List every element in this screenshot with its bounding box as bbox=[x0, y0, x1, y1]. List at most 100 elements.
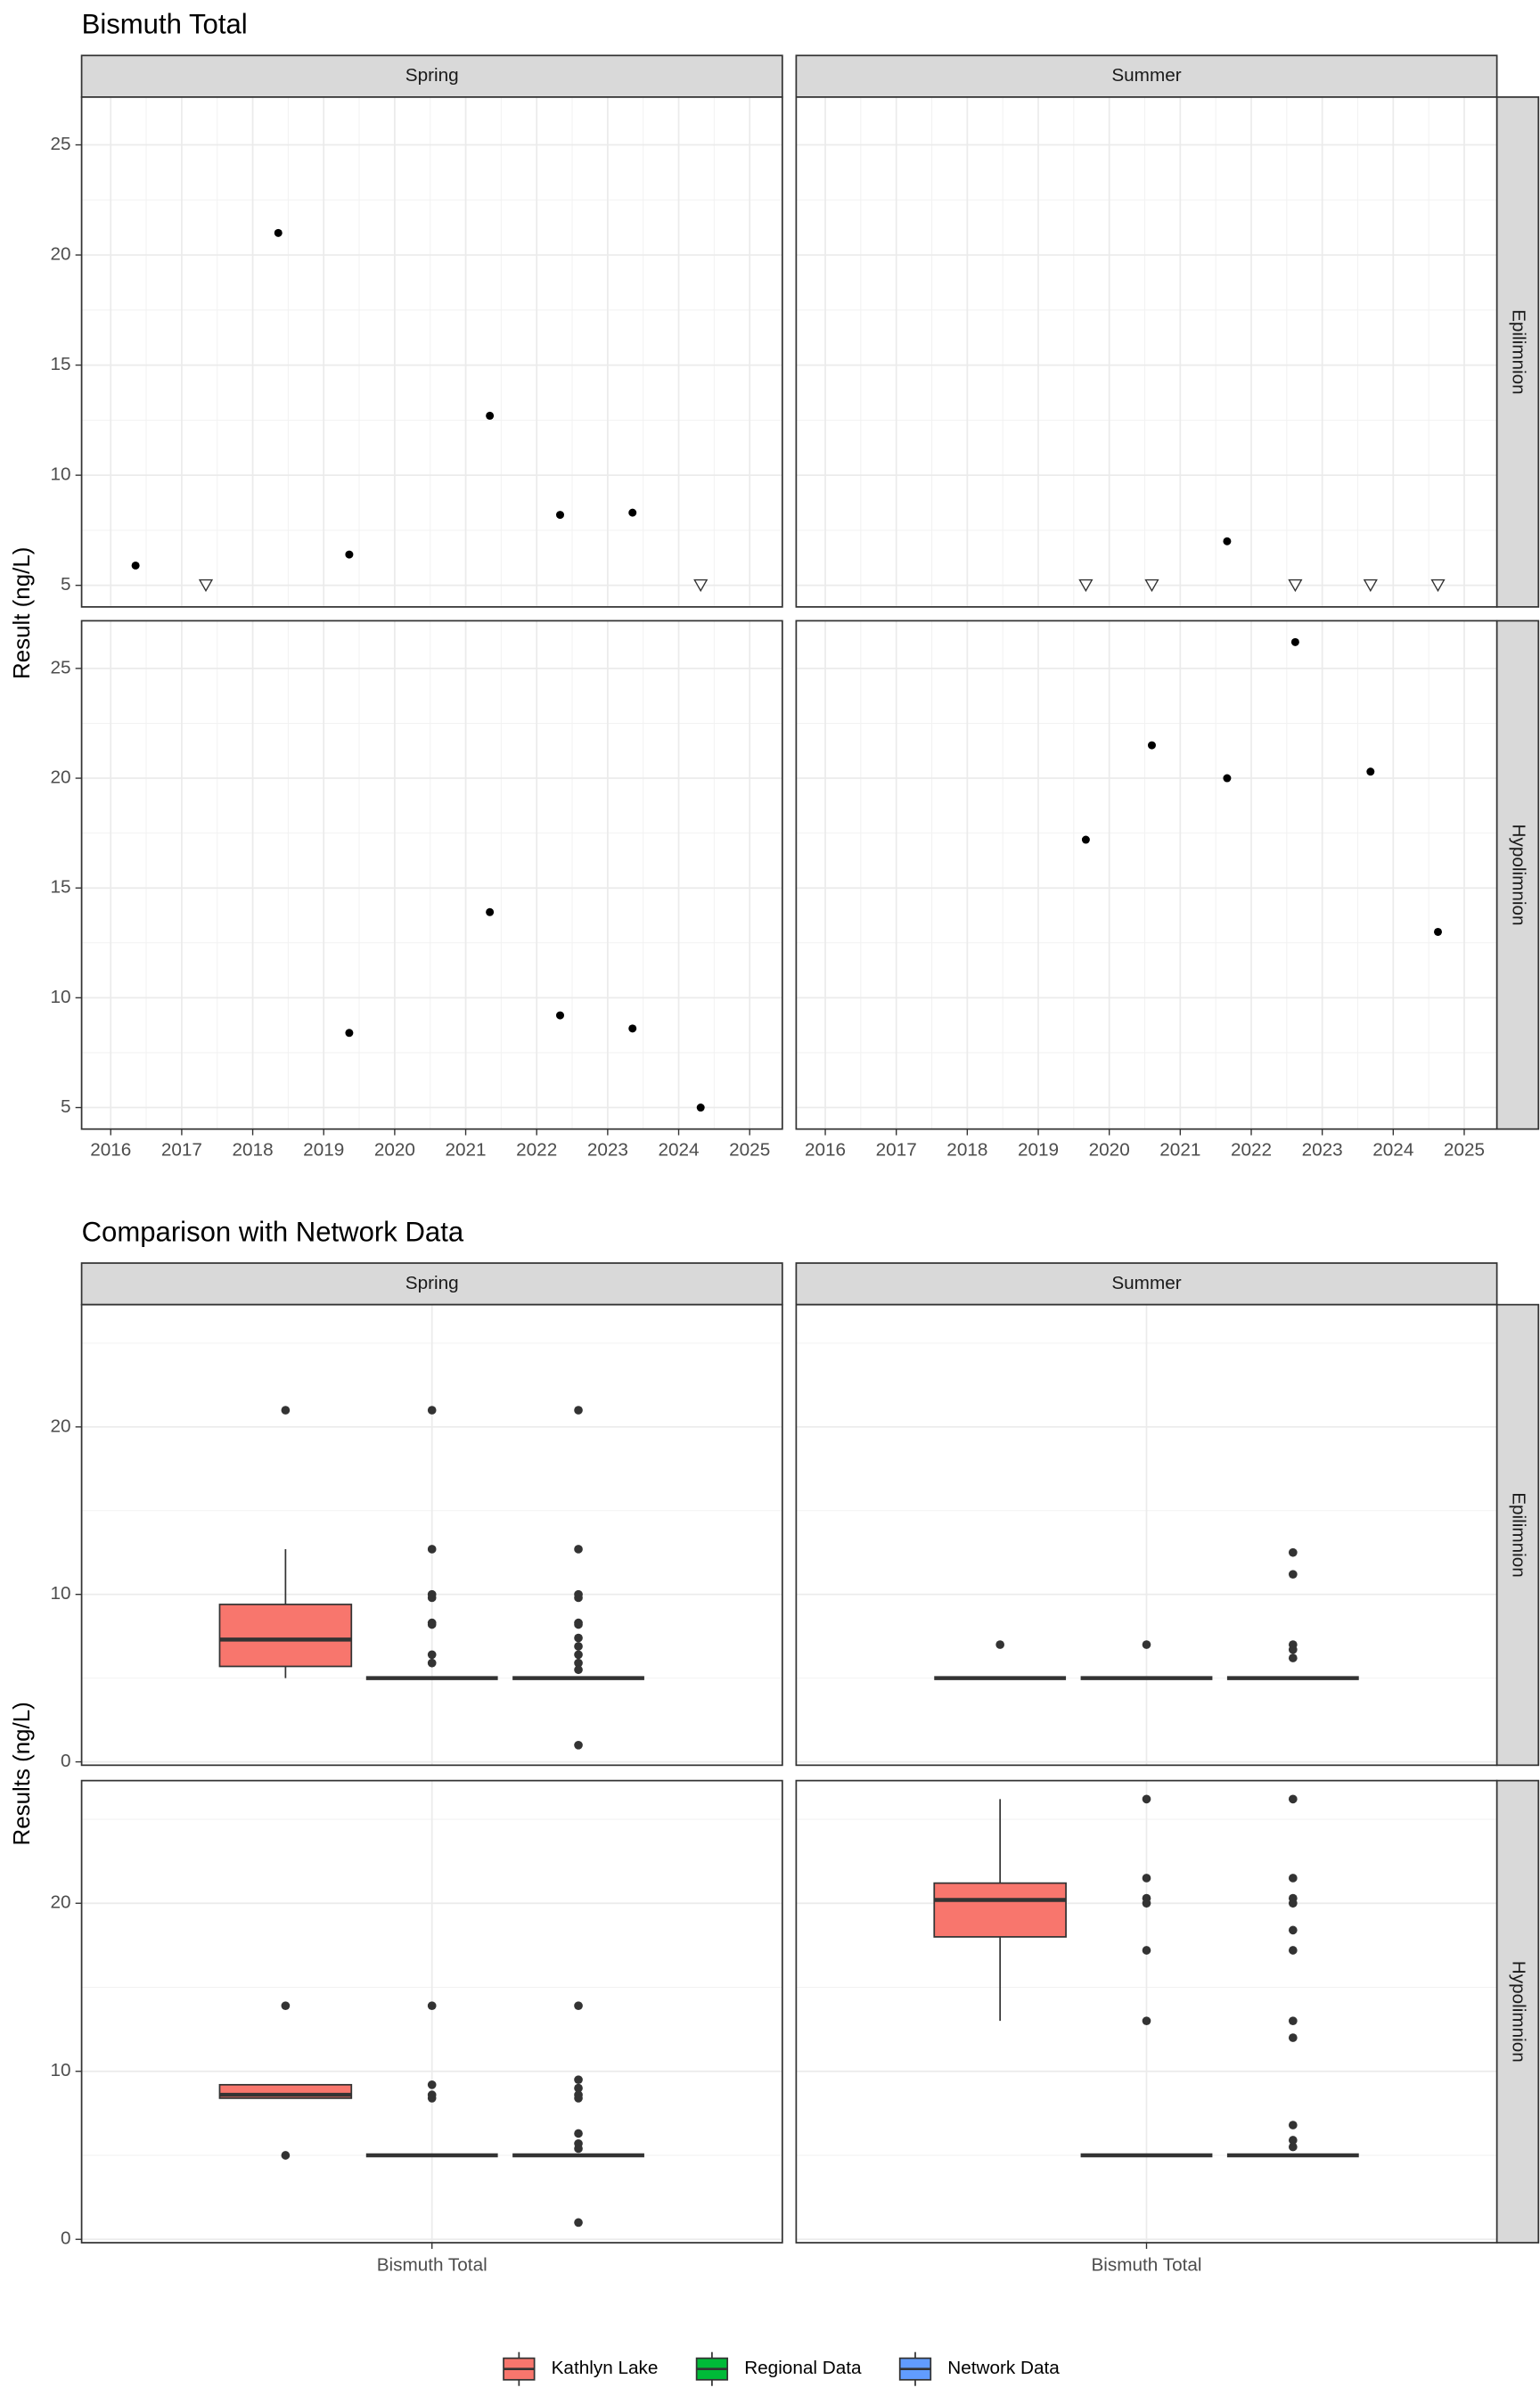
outlier bbox=[574, 1406, 583, 1415]
x-tick-label: 2018 bbox=[233, 1139, 274, 1160]
y-axis-label: Results (ng/L) bbox=[10, 1702, 35, 1845]
facet-strip bbox=[795, 54, 1498, 98]
outlier bbox=[1288, 1645, 1298, 1654]
outlier bbox=[1288, 1899, 1298, 1908]
x-tick-label: 2020 bbox=[374, 1139, 415, 1160]
x-tick-label: Bismuth Total bbox=[377, 2254, 487, 2275]
outlier bbox=[1288, 2033, 1298, 2042]
panel-background bbox=[81, 620, 782, 1129]
x-tick-label: 2017 bbox=[161, 1139, 202, 1160]
outlier bbox=[427, 1593, 437, 1603]
outlier bbox=[1142, 1794, 1151, 1804]
outlier bbox=[1288, 2142, 1298, 2152]
outlier bbox=[1288, 2016, 1298, 2026]
outlier bbox=[1288, 1570, 1298, 1579]
facet-strip bbox=[80, 54, 783, 98]
x-tick-label: 2022 bbox=[1231, 1139, 1272, 1160]
y-tick-label: 15 bbox=[50, 877, 70, 898]
x-tick-label: 2018 bbox=[946, 1139, 987, 1160]
panel-border bbox=[795, 1779, 1498, 2244]
point bbox=[1147, 741, 1156, 750]
facet-strip-label: Summer bbox=[1111, 1273, 1181, 1293]
outlier bbox=[427, 2080, 437, 2089]
facet-strip-label: Spring bbox=[405, 65, 459, 86]
outlier bbox=[574, 2218, 583, 2228]
outlier bbox=[574, 1658, 583, 1668]
outlier bbox=[574, 1545, 583, 1554]
y-tick-label: 10 bbox=[50, 464, 70, 485]
outlier bbox=[427, 1545, 437, 1554]
panel-border bbox=[80, 96, 783, 608]
y-tick-label: 20 bbox=[50, 1415, 70, 1436]
facet-strip-label: Hypolimnion bbox=[1508, 825, 1528, 926]
x-tick-label: 2025 bbox=[729, 1139, 770, 1160]
facet-strip-label: Hypolimnion bbox=[1508, 1961, 1528, 2063]
point bbox=[628, 1024, 637, 1033]
outlier bbox=[574, 2001, 583, 2011]
below-detection-point bbox=[1430, 578, 1446, 593]
x-tick-label: 2016 bbox=[805, 1139, 846, 1160]
facet-strip bbox=[1495, 96, 1540, 608]
panel-background bbox=[81, 96, 782, 607]
y-tick-label: 10 bbox=[50, 1583, 70, 1604]
y-tick-label: 25 bbox=[50, 657, 70, 677]
outlier bbox=[427, 1658, 437, 1668]
panel-background bbox=[796, 620, 1497, 1129]
outlier bbox=[1142, 1899, 1151, 1908]
outlier bbox=[1142, 1946, 1151, 1955]
outlier bbox=[574, 2129, 583, 2138]
outlier bbox=[1288, 1547, 1298, 1557]
y-tick-label: 10 bbox=[50, 987, 70, 1007]
outlier bbox=[574, 2083, 583, 2093]
y-tick-label: 25 bbox=[50, 134, 70, 154]
point bbox=[1366, 767, 1375, 776]
y-tick-label: 20 bbox=[50, 767, 70, 788]
legend-label: Regional Data bbox=[744, 2358, 862, 2378]
outlier bbox=[574, 2094, 583, 2103]
x-tick-label: 2016 bbox=[90, 1139, 131, 1160]
x-tick-label: 2020 bbox=[1089, 1139, 1130, 1160]
outlier bbox=[1288, 2121, 1298, 2129]
x-tick-label: 2021 bbox=[445, 1139, 486, 1160]
outlier bbox=[574, 2144, 583, 2154]
facet-strip bbox=[1495, 1779, 1540, 2244]
point bbox=[345, 550, 354, 559]
point bbox=[1081, 835, 1090, 844]
point bbox=[555, 1011, 564, 1020]
x-tick-label: 2025 bbox=[1444, 1139, 1485, 1160]
outlier bbox=[281, 2001, 291, 2011]
outlier bbox=[995, 1640, 1005, 1649]
below-detection-point bbox=[198, 578, 214, 593]
outlier bbox=[574, 1665, 583, 1675]
facet-strip-label: Epilimnion bbox=[1508, 1492, 1528, 1578]
point bbox=[486, 411, 495, 420]
below-detection-point bbox=[1288, 578, 1303, 593]
facet-strip bbox=[795, 1262, 1498, 1306]
outlier bbox=[574, 1633, 583, 1643]
chart-title: Bismuth Total bbox=[82, 9, 248, 40]
outlier bbox=[427, 1406, 437, 1415]
point bbox=[1223, 774, 1232, 783]
facet-strip-label: Summer bbox=[1111, 65, 1181, 86]
point bbox=[555, 511, 564, 520]
below-detection-point bbox=[1144, 578, 1159, 593]
facet-strip bbox=[1495, 620, 1540, 1130]
outlier bbox=[427, 1620, 437, 1629]
outlier bbox=[1142, 2016, 1151, 2026]
point bbox=[131, 561, 140, 570]
outlier bbox=[427, 2001, 437, 2011]
point bbox=[628, 508, 637, 517]
y-tick-label: 20 bbox=[50, 244, 70, 265]
x-tick-label: Bismuth Total bbox=[1091, 2254, 1201, 2275]
box bbox=[933, 1882, 1067, 1938]
y-tick-label: 0 bbox=[61, 2228, 71, 2249]
point bbox=[1290, 637, 1299, 646]
outlier bbox=[1288, 1653, 1298, 1662]
point bbox=[1434, 927, 1442, 936]
y-tick-label: 5 bbox=[61, 574, 71, 595]
outlier bbox=[281, 1406, 291, 1415]
x-tick-label: 2017 bbox=[876, 1139, 917, 1160]
outlier bbox=[1142, 1874, 1151, 1883]
facet-strip-label: Epilimnion bbox=[1508, 309, 1528, 395]
